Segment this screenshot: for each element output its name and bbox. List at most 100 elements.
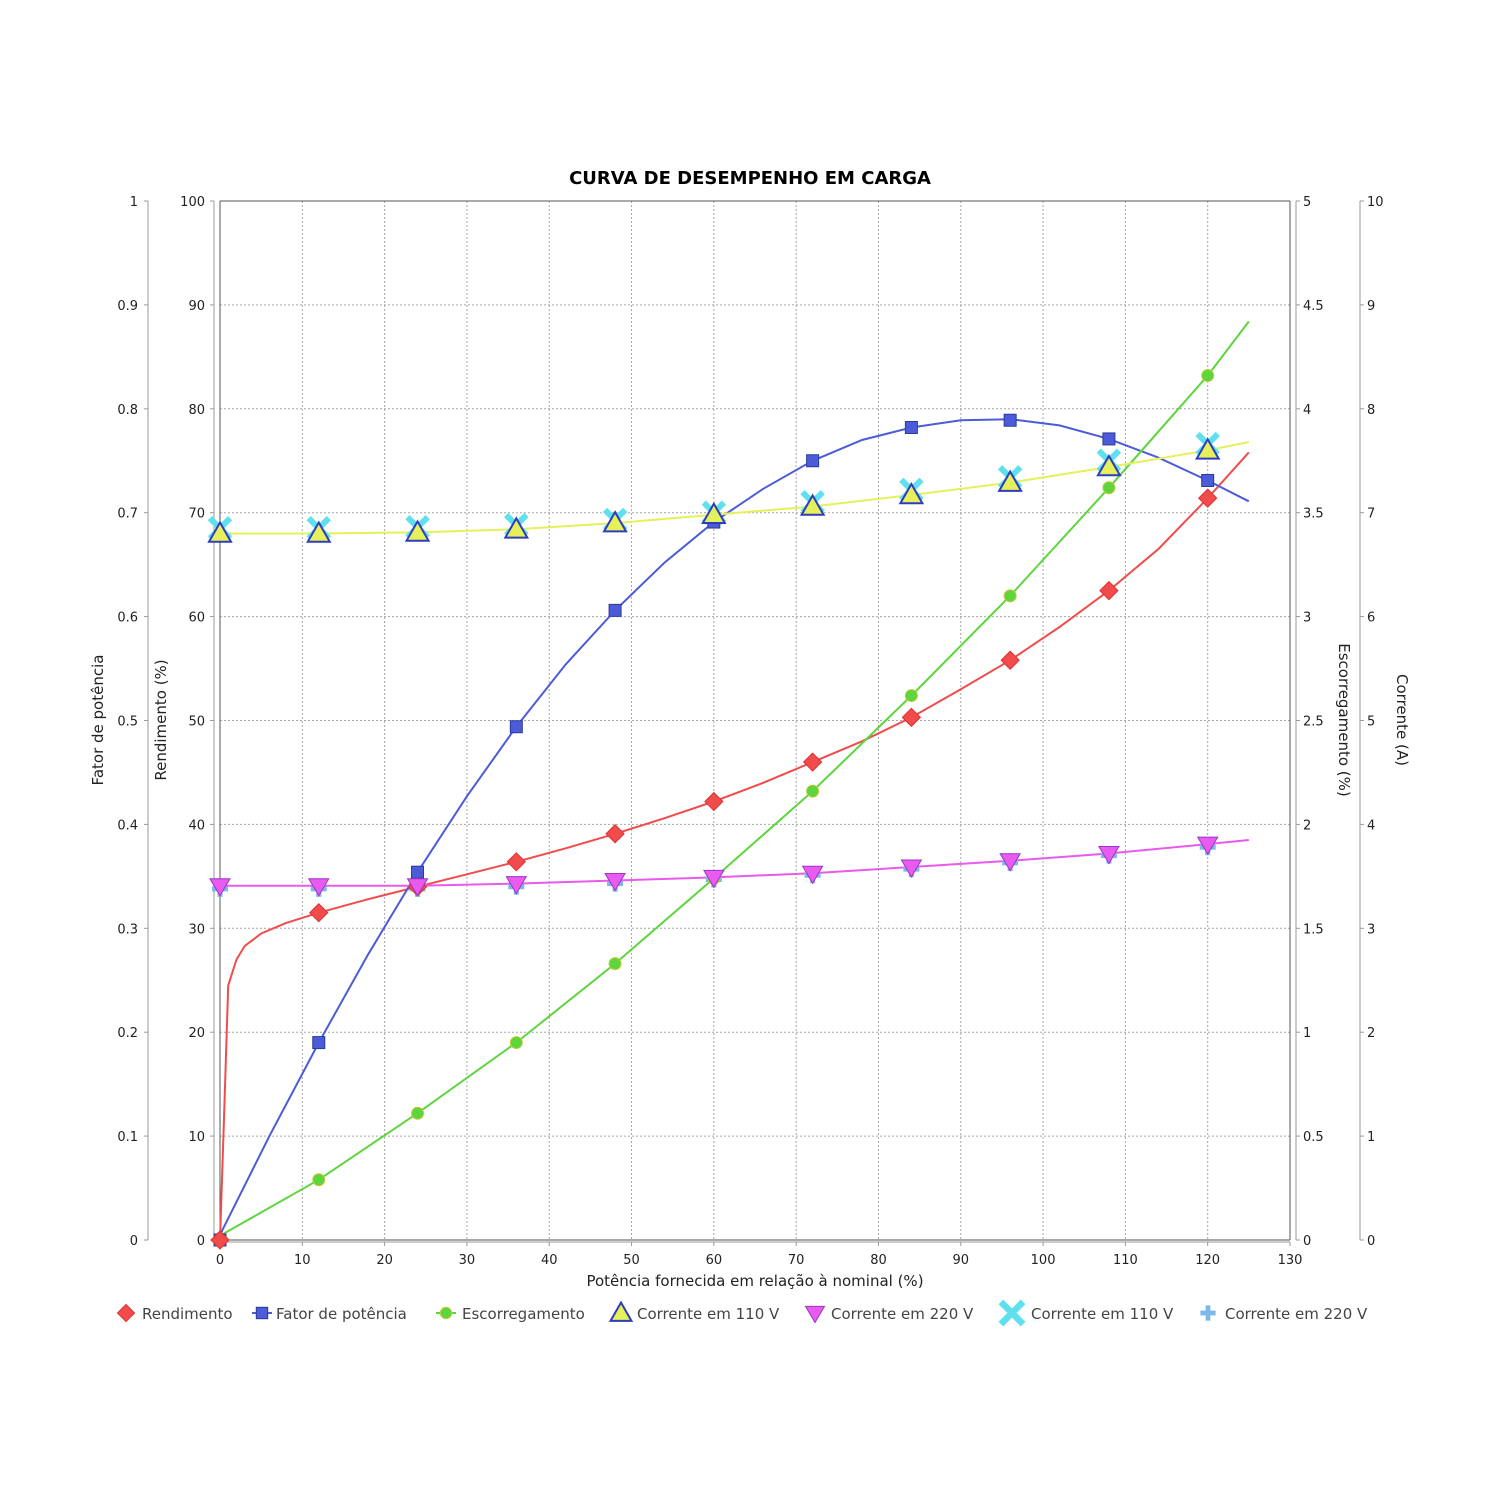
data-point-series-2 bbox=[1201, 369, 1215, 383]
data-point-series-0 bbox=[704, 791, 724, 812]
y-tick-label-rend: 80 bbox=[188, 403, 205, 418]
y-tick-label-esc: 1.5 bbox=[1303, 922, 1324, 937]
y-tick-label-rend: 70 bbox=[188, 507, 205, 522]
data-point-series-2 bbox=[1003, 589, 1017, 603]
data-point-series-1 bbox=[608, 603, 622, 617]
y-tick-label-esc: 3.5 bbox=[1303, 507, 1324, 522]
y-tick-label-fp: 1 bbox=[130, 195, 138, 210]
legend-label: Fator de potência bbox=[276, 1305, 407, 1323]
data-point-series-3 bbox=[503, 516, 530, 539]
y-tick-label-fp: 0.9 bbox=[117, 299, 138, 314]
series-line-3 bbox=[220, 441, 1250, 535]
y-tick-label-esc: 2 bbox=[1303, 818, 1311, 833]
data-point-series-0 bbox=[1099, 580, 1119, 601]
data-point-series-1 bbox=[411, 865, 425, 879]
y-tick-label-fp: 0.1 bbox=[117, 1130, 138, 1145]
x-tick-label: 130 bbox=[1278, 1253, 1303, 1268]
x-tick-label: 40 bbox=[541, 1253, 558, 1268]
y-tick-label-esc: 3 bbox=[1303, 611, 1311, 626]
y-tick-label-cor: 7 bbox=[1367, 507, 1375, 522]
data-point-series-1 bbox=[806, 454, 820, 468]
y-tick-label-esc: 5 bbox=[1303, 195, 1311, 210]
series-line-2 bbox=[219, 320, 1250, 1237]
y-tick-label-rend: 10 bbox=[188, 1130, 205, 1145]
x-tick-label: 60 bbox=[706, 1253, 723, 1268]
y-tick-label-cor: 9 bbox=[1367, 299, 1375, 314]
y-tick-label-cor: 4 bbox=[1367, 818, 1375, 833]
data-point-series-2 bbox=[509, 1036, 523, 1050]
y-tick-label-rend: 50 bbox=[188, 715, 205, 730]
y-tick-label-fp: 0.7 bbox=[117, 507, 138, 522]
data-point-series-4 bbox=[604, 873, 626, 892]
y-tick-label-cor: 1 bbox=[1367, 1130, 1375, 1145]
y-tick-label-esc: 1 bbox=[1303, 1026, 1311, 1041]
y-tick-label-cor: 8 bbox=[1367, 403, 1375, 418]
legend-marker bbox=[116, 1303, 136, 1323]
data-point-series-3 bbox=[898, 482, 925, 505]
y-tick-label-rend: 0 bbox=[197, 1234, 205, 1249]
legend-marker bbox=[998, 1299, 1026, 1327]
legend-label: Corrente em 220 V bbox=[831, 1305, 974, 1323]
data-point-series-3 bbox=[404, 519, 431, 542]
y-tick-label-esc: 0 bbox=[1303, 1234, 1311, 1249]
axes: 0 10 20 30 40 50 60 70 80 90 100 110 120 13000.10.20.… bbox=[117, 195, 1383, 1268]
y-tick-label-rend: 20 bbox=[188, 1026, 205, 1041]
series-line-4 bbox=[220, 839, 1249, 887]
y-axis-label-rendimento: Rendimento (%) bbox=[152, 659, 170, 780]
data-point-series-1 bbox=[1102, 432, 1116, 446]
data-point-series-1 bbox=[1201, 473, 1215, 487]
legend-label: Corrente em 110 V bbox=[1031, 1305, 1174, 1323]
x-tick-label: 0 bbox=[216, 1253, 224, 1268]
data-point-series-4 bbox=[702, 869, 725, 889]
data-point-series-2 bbox=[806, 784, 820, 798]
y-tick-label-esc: 0.5 bbox=[1303, 1130, 1324, 1145]
data-point-series-4 bbox=[1196, 836, 1219, 856]
data-point-series-4 bbox=[801, 865, 824, 885]
data-point-series-1 bbox=[509, 720, 523, 734]
y-tick-label-cor: 5 bbox=[1367, 715, 1375, 730]
legend-marker bbox=[255, 1306, 269, 1320]
legend-marker bbox=[804, 1305, 826, 1324]
y-tick-label-cor: 2 bbox=[1367, 1026, 1375, 1041]
y-tick-label-rend: 90 bbox=[188, 299, 205, 314]
y-tick-label-cor: 6 bbox=[1367, 611, 1375, 626]
y-tick-label-fp: 0 bbox=[130, 1234, 138, 1249]
data-point-series-4 bbox=[307, 878, 330, 897]
x-tick-label: 50 bbox=[623, 1253, 640, 1268]
data-point-series-2 bbox=[1102, 481, 1116, 495]
data-point-series-3 bbox=[1096, 453, 1122, 477]
x-tick-label: 80 bbox=[870, 1253, 887, 1268]
y-tick-label-fp: 0.3 bbox=[117, 922, 138, 937]
data-point-series-1 bbox=[1003, 413, 1017, 427]
data-point-series-4 bbox=[209, 878, 231, 897]
data-point-series-0 bbox=[802, 752, 823, 772]
data-point-series-3 bbox=[306, 520, 332, 543]
y-tick-label-fp: 0.2 bbox=[117, 1026, 138, 1041]
data-point-series-3 bbox=[701, 501, 727, 525]
x-tick-label: 20 bbox=[376, 1253, 393, 1268]
y-tick-label-fp: 0.4 bbox=[117, 818, 138, 833]
data-point-series-2 bbox=[411, 1106, 425, 1120]
legend: Rendimento Fator de potência Escorregament… bbox=[116, 1299, 1368, 1327]
y-tick-label-fp: 0.8 bbox=[117, 403, 138, 418]
data-point-series-3 bbox=[799, 493, 826, 516]
x-tick-label: 30 bbox=[459, 1253, 476, 1268]
y-tick-label-esc: 4.5 bbox=[1303, 299, 1324, 314]
data-point-series-4 bbox=[1098, 845, 1120, 865]
data-point-series-0 bbox=[210, 1230, 230, 1250]
grid bbox=[219, 200, 1291, 1241]
data-point-series-0 bbox=[1000, 650, 1020, 670]
data-point-series-0 bbox=[1197, 488, 1218, 508]
data-point-series-0 bbox=[605, 824, 625, 844]
y-tick-label-cor: 3 bbox=[1367, 922, 1375, 937]
data-point-series-4 bbox=[900, 859, 923, 878]
data-point-series-4 bbox=[406, 878, 429, 897]
data-point-series-3 bbox=[1194, 437, 1221, 460]
x-tick-label: 100 bbox=[1031, 1253, 1056, 1268]
y-tick-label-rend: 30 bbox=[188, 922, 205, 937]
y-tick-label-fp: 0.5 bbox=[117, 715, 138, 730]
y-tick-label-fp: 0.6 bbox=[117, 611, 138, 626]
legend-label: Corrente em 110 V bbox=[637, 1305, 780, 1323]
